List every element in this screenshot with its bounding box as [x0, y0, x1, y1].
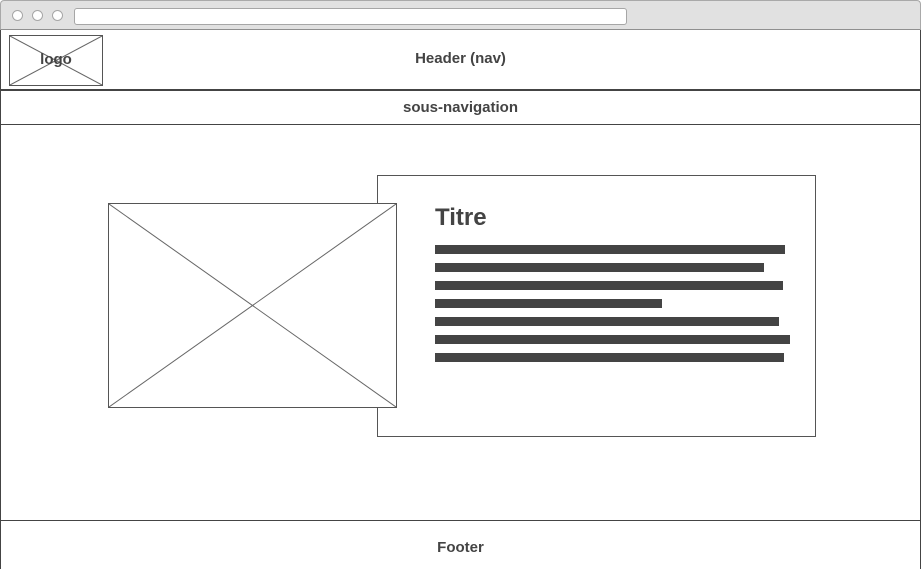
window-maximize-button[interactable]	[52, 10, 63, 21]
text-placeholder-line	[435, 335, 790, 344]
browser-window-chrome	[0, 0, 921, 30]
text-placeholder-line	[435, 263, 764, 272]
main-content: Titre	[0, 124, 921, 521]
sub-navigation: sous-navigation	[0, 90, 921, 125]
window-minimize-button[interactable]	[32, 10, 43, 21]
card-title: Titre	[435, 204, 487, 231]
logo-label: logo	[40, 51, 72, 68]
footer: Footer	[0, 521, 921, 569]
text-placeholder-line	[435, 281, 783, 290]
header-nav: logo Header (nav)	[0, 30, 921, 90]
text-placeholder-line	[435, 353, 784, 362]
image-placeholder	[108, 203, 397, 408]
image-placeholder-icon	[10, 36, 102, 85]
sub-navigation-label: sous-navigation	[402, 99, 518, 116]
header-label: Header (nav)	[415, 50, 506, 67]
text-placeholder-line	[435, 317, 779, 326]
logo-placeholder[interactable]: logo	[9, 35, 103, 86]
text-placeholder-line	[435, 245, 785, 254]
content-card: Titre	[377, 175, 816, 437]
window-close-button[interactable]	[12, 10, 23, 21]
footer-label: Footer	[437, 539, 484, 556]
address-bar[interactable]	[74, 8, 627, 25]
text-placeholder-line	[435, 299, 662, 308]
image-placeholder-icon	[109, 204, 396, 407]
